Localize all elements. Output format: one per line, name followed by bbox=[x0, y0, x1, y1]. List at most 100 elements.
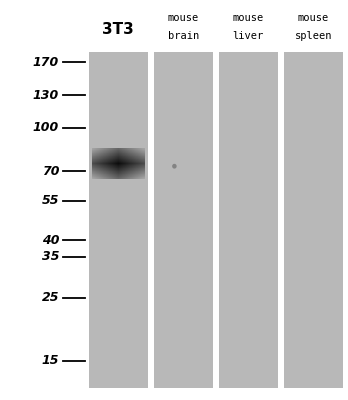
Bar bbox=[100, 161, 101, 162]
Bar bbox=[102, 170, 103, 171]
Bar bbox=[140, 154, 141, 155]
Bar bbox=[99, 166, 100, 167]
Bar bbox=[104, 172, 105, 173]
Bar bbox=[113, 148, 114, 149]
Bar bbox=[138, 165, 139, 166]
Bar bbox=[119, 170, 120, 171]
Bar bbox=[134, 158, 135, 159]
Bar bbox=[101, 177, 102, 178]
Bar bbox=[139, 166, 140, 167]
Bar bbox=[137, 164, 138, 165]
Bar bbox=[129, 162, 130, 163]
Bar bbox=[132, 156, 133, 157]
Bar bbox=[114, 163, 115, 164]
Bar bbox=[98, 162, 99, 163]
Bar bbox=[111, 174, 112, 175]
Bar bbox=[110, 157, 111, 158]
Bar bbox=[143, 168, 144, 169]
Bar bbox=[119, 160, 120, 161]
Bar bbox=[102, 159, 103, 160]
Bar bbox=[103, 150, 104, 151]
Bar bbox=[103, 170, 104, 171]
Bar bbox=[113, 177, 114, 178]
Bar bbox=[93, 171, 94, 172]
Bar bbox=[113, 160, 114, 161]
Bar bbox=[94, 159, 95, 160]
Bar bbox=[142, 176, 143, 177]
Bar bbox=[110, 165, 111, 166]
Bar bbox=[103, 168, 104, 169]
Bar bbox=[110, 172, 111, 173]
Bar bbox=[103, 160, 104, 161]
Bar bbox=[138, 172, 139, 173]
Bar bbox=[131, 156, 132, 157]
Bar bbox=[123, 160, 124, 161]
Bar bbox=[130, 161, 131, 162]
Bar bbox=[132, 160, 133, 161]
Bar bbox=[98, 150, 99, 151]
Bar bbox=[132, 170, 133, 171]
Bar bbox=[99, 177, 100, 178]
Bar bbox=[132, 153, 133, 154]
Bar bbox=[102, 153, 103, 154]
Bar bbox=[132, 167, 133, 168]
Bar bbox=[116, 161, 117, 162]
Bar bbox=[126, 148, 127, 149]
Bar bbox=[141, 163, 142, 164]
Bar bbox=[106, 177, 107, 178]
Bar bbox=[93, 153, 94, 154]
Bar bbox=[142, 159, 143, 160]
Bar bbox=[99, 171, 100, 172]
Bar bbox=[107, 155, 108, 156]
Bar bbox=[127, 165, 128, 166]
Bar bbox=[124, 176, 125, 177]
Bar bbox=[136, 150, 137, 151]
Bar bbox=[107, 159, 108, 160]
Bar bbox=[120, 175, 121, 176]
Bar bbox=[118, 164, 119, 165]
Bar bbox=[109, 163, 110, 164]
Bar bbox=[92, 160, 93, 161]
Bar bbox=[101, 169, 102, 170]
Bar bbox=[131, 165, 132, 166]
Bar bbox=[114, 149, 115, 150]
Bar bbox=[113, 153, 114, 154]
Bar bbox=[99, 157, 100, 158]
Bar bbox=[108, 170, 109, 171]
Bar bbox=[110, 159, 111, 160]
Bar bbox=[142, 166, 143, 167]
Bar bbox=[140, 176, 141, 177]
Bar bbox=[98, 154, 99, 155]
Bar bbox=[125, 157, 126, 158]
Bar bbox=[137, 172, 138, 173]
Bar bbox=[117, 177, 118, 178]
Bar bbox=[117, 170, 118, 171]
Bar bbox=[141, 159, 142, 160]
Bar bbox=[143, 158, 144, 159]
Bar bbox=[130, 149, 131, 150]
Bar bbox=[120, 154, 121, 155]
Bar bbox=[104, 175, 105, 176]
Bar bbox=[107, 159, 108, 160]
Bar bbox=[128, 159, 129, 160]
Bar bbox=[123, 166, 124, 167]
Bar bbox=[106, 161, 107, 162]
Bar bbox=[99, 153, 100, 154]
Bar bbox=[94, 165, 95, 166]
Bar bbox=[123, 168, 124, 169]
Bar bbox=[133, 165, 134, 166]
Bar bbox=[100, 166, 101, 167]
Bar bbox=[108, 153, 109, 154]
Bar bbox=[114, 158, 115, 159]
Bar bbox=[120, 150, 121, 151]
Bar bbox=[98, 175, 99, 176]
Bar bbox=[108, 164, 109, 165]
Bar bbox=[95, 150, 96, 151]
Bar bbox=[105, 160, 106, 161]
Bar bbox=[95, 153, 96, 154]
Bar bbox=[121, 154, 122, 155]
Bar bbox=[124, 177, 125, 178]
Bar bbox=[94, 170, 95, 171]
Bar bbox=[142, 167, 143, 168]
Bar bbox=[114, 164, 115, 165]
